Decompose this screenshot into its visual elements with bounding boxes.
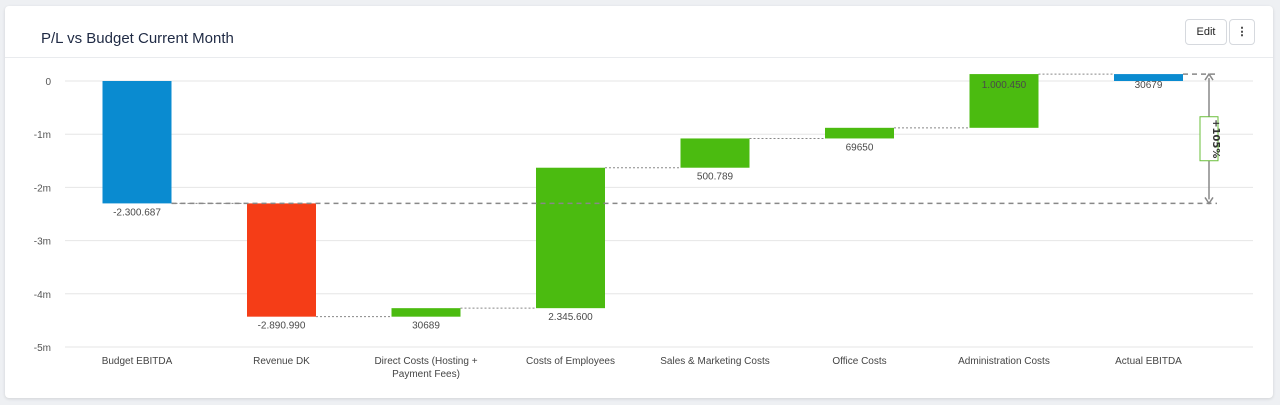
header-divider	[5, 57, 1273, 58]
x-tick-label: Costs of Employees	[526, 356, 615, 367]
y-tick-label: -1m	[34, 130, 51, 141]
bar	[247, 203, 316, 317]
bar	[1114, 74, 1183, 81]
bar	[536, 167, 605, 309]
data-label: -2.890.990	[258, 321, 306, 332]
chart-card: P/L vs Budget Current Month Edit ⋮ -2.30…	[5, 6, 1273, 398]
delta-arrow-down	[1204, 196, 1214, 205]
y-tick-label: -3m	[34, 237, 51, 248]
grid-layer	[65, 80, 1253, 348]
x-tick-label: Office Costs	[832, 356, 886, 367]
waterfall-chart: -2.300.687 -2.890.990 30689 2.345.600 500.78…	[34, 72, 1253, 380]
x-tick-label: Direct Costs (Hosting +	[374, 356, 477, 367]
axis-layer: 0 -1m -2m -3m -4m -5m Budget EBITDA Revenue DK D…	[34, 77, 1182, 380]
x-tick-label: Revenue DK	[253, 356, 310, 367]
delta-badge	[1199, 116, 1219, 162]
delta-arrow-up	[1204, 72, 1214, 81]
y-tick-label: -2m	[34, 183, 51, 194]
bar	[825, 127, 894, 139]
x-tick-label: Actual EBITDA	[1115, 356, 1182, 367]
delta-layer: +105%	[171, 72, 1221, 205]
bar	[391, 308, 461, 317]
data-label: 1.000.450	[982, 80, 1027, 91]
y-tick-label: 0	[45, 77, 51, 88]
x-tick-label: Administration Costs	[958, 356, 1050, 367]
chart-title: P/L vs Budget Current Month	[41, 30, 234, 47]
x-tick-label: Sales & Marketing Costs	[660, 356, 770, 367]
x-tick-label: Payment Fees)	[392, 369, 460, 380]
y-tick-label: -5m	[34, 343, 51, 354]
data-label: 2.345.600	[548, 312, 593, 323]
x-tick-label: Budget EBITDA	[102, 356, 173, 367]
more-options-button[interactable]: ⋮	[1229, 19, 1255, 45]
bar	[969, 74, 1039, 128]
y-tick-label: -4m	[34, 290, 51, 301]
label-layer: -2.300.687 -2.890.990 30689 2.345.600 500.78…	[113, 80, 1163, 332]
bar	[680, 138, 750, 168]
data-label: -2.300.687	[113, 207, 161, 218]
bar	[102, 81, 172, 204]
edit-button[interactable]: Edit	[1185, 19, 1227, 45]
data-label: 30689	[412, 321, 440, 332]
data-label: 30679	[1135, 80, 1163, 91]
bar-layer	[102, 74, 1183, 317]
data-label: 500.789	[697, 172, 734, 183]
delta-label: +105%	[1210, 119, 1221, 158]
data-label: 69650	[846, 142, 874, 153]
